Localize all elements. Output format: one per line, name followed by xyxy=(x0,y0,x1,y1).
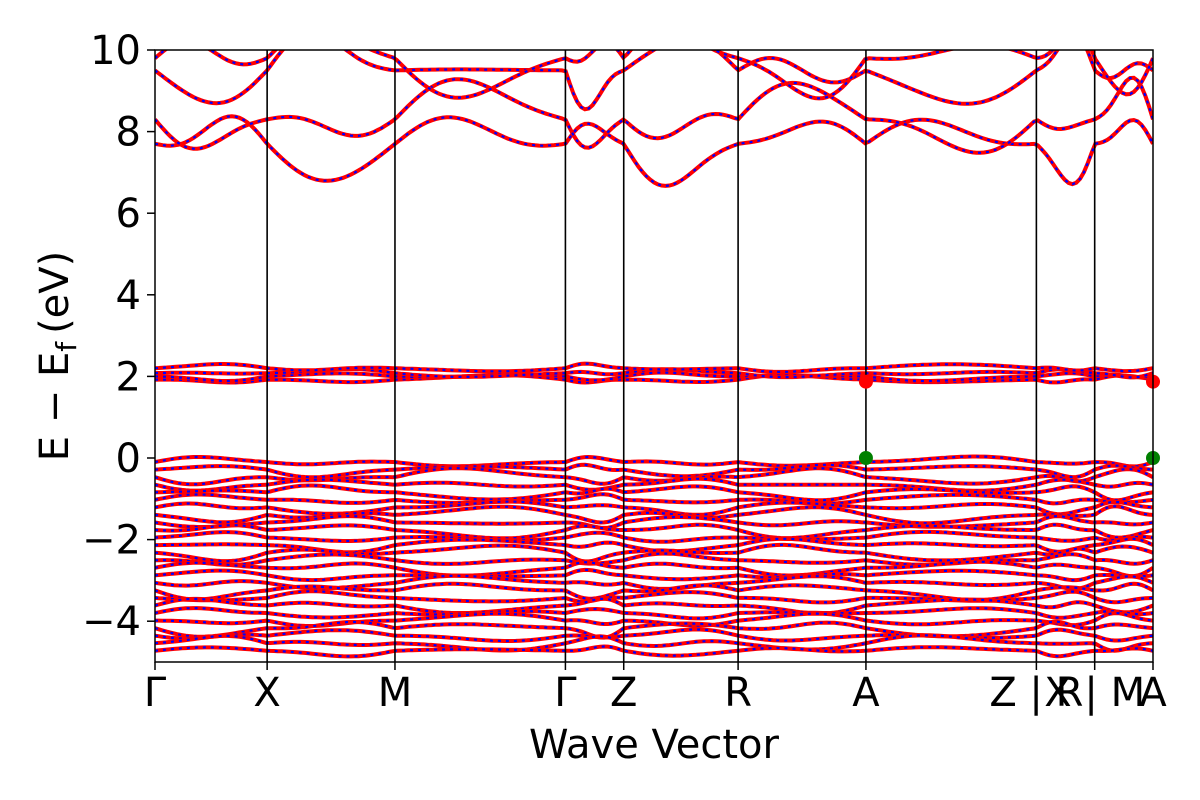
y-tick-label: 2 xyxy=(116,354,141,400)
band-lines xyxy=(155,50,1153,659)
y-tick-label: −2 xyxy=(82,518,141,564)
x-tick-label: X xyxy=(253,670,280,716)
band-line-dashed xyxy=(155,50,1153,100)
x-axis-label: Wave Vector xyxy=(529,722,780,768)
band-line-dashed xyxy=(155,607,1153,620)
x-tick-label: Z | R xyxy=(989,670,1083,716)
y-axis-label-unit: (eV) xyxy=(32,251,78,334)
band-line-dashed xyxy=(155,543,1153,563)
band-line-dashed xyxy=(155,620,1153,639)
band-line-dashed xyxy=(155,76,1153,154)
x-tick-label: A xyxy=(852,670,880,716)
vbm-marker xyxy=(858,451,873,465)
band-line-dashed xyxy=(155,367,1153,379)
y-axis: −4 −2 0 2 4 6 8 10 xyxy=(82,28,155,645)
band-line-dashed xyxy=(155,362,1153,373)
high-symmetry-lines xyxy=(266,50,1096,662)
band-line-dashed xyxy=(155,628,1153,643)
x-tick-label: R xyxy=(724,670,752,716)
y-tick-label: 4 xyxy=(116,273,141,319)
x-tick-label: A xyxy=(1139,670,1167,716)
plot-frame xyxy=(154,49,1154,663)
band-line-solid xyxy=(155,462,1153,480)
y-tick-label: 10 xyxy=(90,28,141,74)
y-axis-label-subscript: f xyxy=(50,341,83,352)
band-line-dashed xyxy=(155,505,1153,525)
band-line-dashed xyxy=(155,568,1153,582)
band-line-solid xyxy=(155,596,1153,616)
band-line-dashed xyxy=(155,371,1153,383)
band-line-solid xyxy=(155,559,1153,579)
cbm-marker xyxy=(858,374,873,389)
band-line-solid xyxy=(155,50,1153,101)
band-edge-markers xyxy=(858,374,1160,465)
band-line-solid xyxy=(155,522,1153,541)
band-line-solid xyxy=(155,454,1153,469)
x-tick-label: X | M xyxy=(1044,670,1145,716)
band-line-solid xyxy=(155,114,1153,188)
y-tick-label: −4 xyxy=(82,599,141,645)
y-tick-label: 8 xyxy=(116,110,141,156)
x-tick-label: M xyxy=(378,670,413,716)
y-axis-label: E − Ef (eV) xyxy=(32,251,83,462)
band-line-dashed xyxy=(155,50,1153,111)
band-line-dashed xyxy=(155,530,1153,543)
band-line-solid xyxy=(155,606,1153,621)
y-tick-label: 0 xyxy=(116,436,141,482)
band-line-solid xyxy=(155,483,1153,503)
y-tick-label: 6 xyxy=(116,191,141,237)
band-line-dashed xyxy=(155,455,1153,468)
band-line-dashed xyxy=(155,582,1153,601)
x-tick-label: Γ xyxy=(554,670,577,716)
band-line-dashed xyxy=(155,373,1153,384)
band-line-solid xyxy=(155,50,1153,112)
band-line-solid xyxy=(155,567,1153,583)
band-line-dashed xyxy=(155,493,1153,505)
band-line-dashed xyxy=(155,645,1153,658)
band-line-solid xyxy=(155,529,1153,544)
x-tick-label: Z xyxy=(610,670,637,716)
band-line-solid xyxy=(155,514,1153,530)
band-line-solid xyxy=(155,499,1153,517)
band-line-solid xyxy=(155,492,1153,506)
y-axis-label-main: E − E xyxy=(32,352,78,462)
band-line-solid xyxy=(155,633,1153,653)
x-tick-label: Γ xyxy=(144,670,167,716)
